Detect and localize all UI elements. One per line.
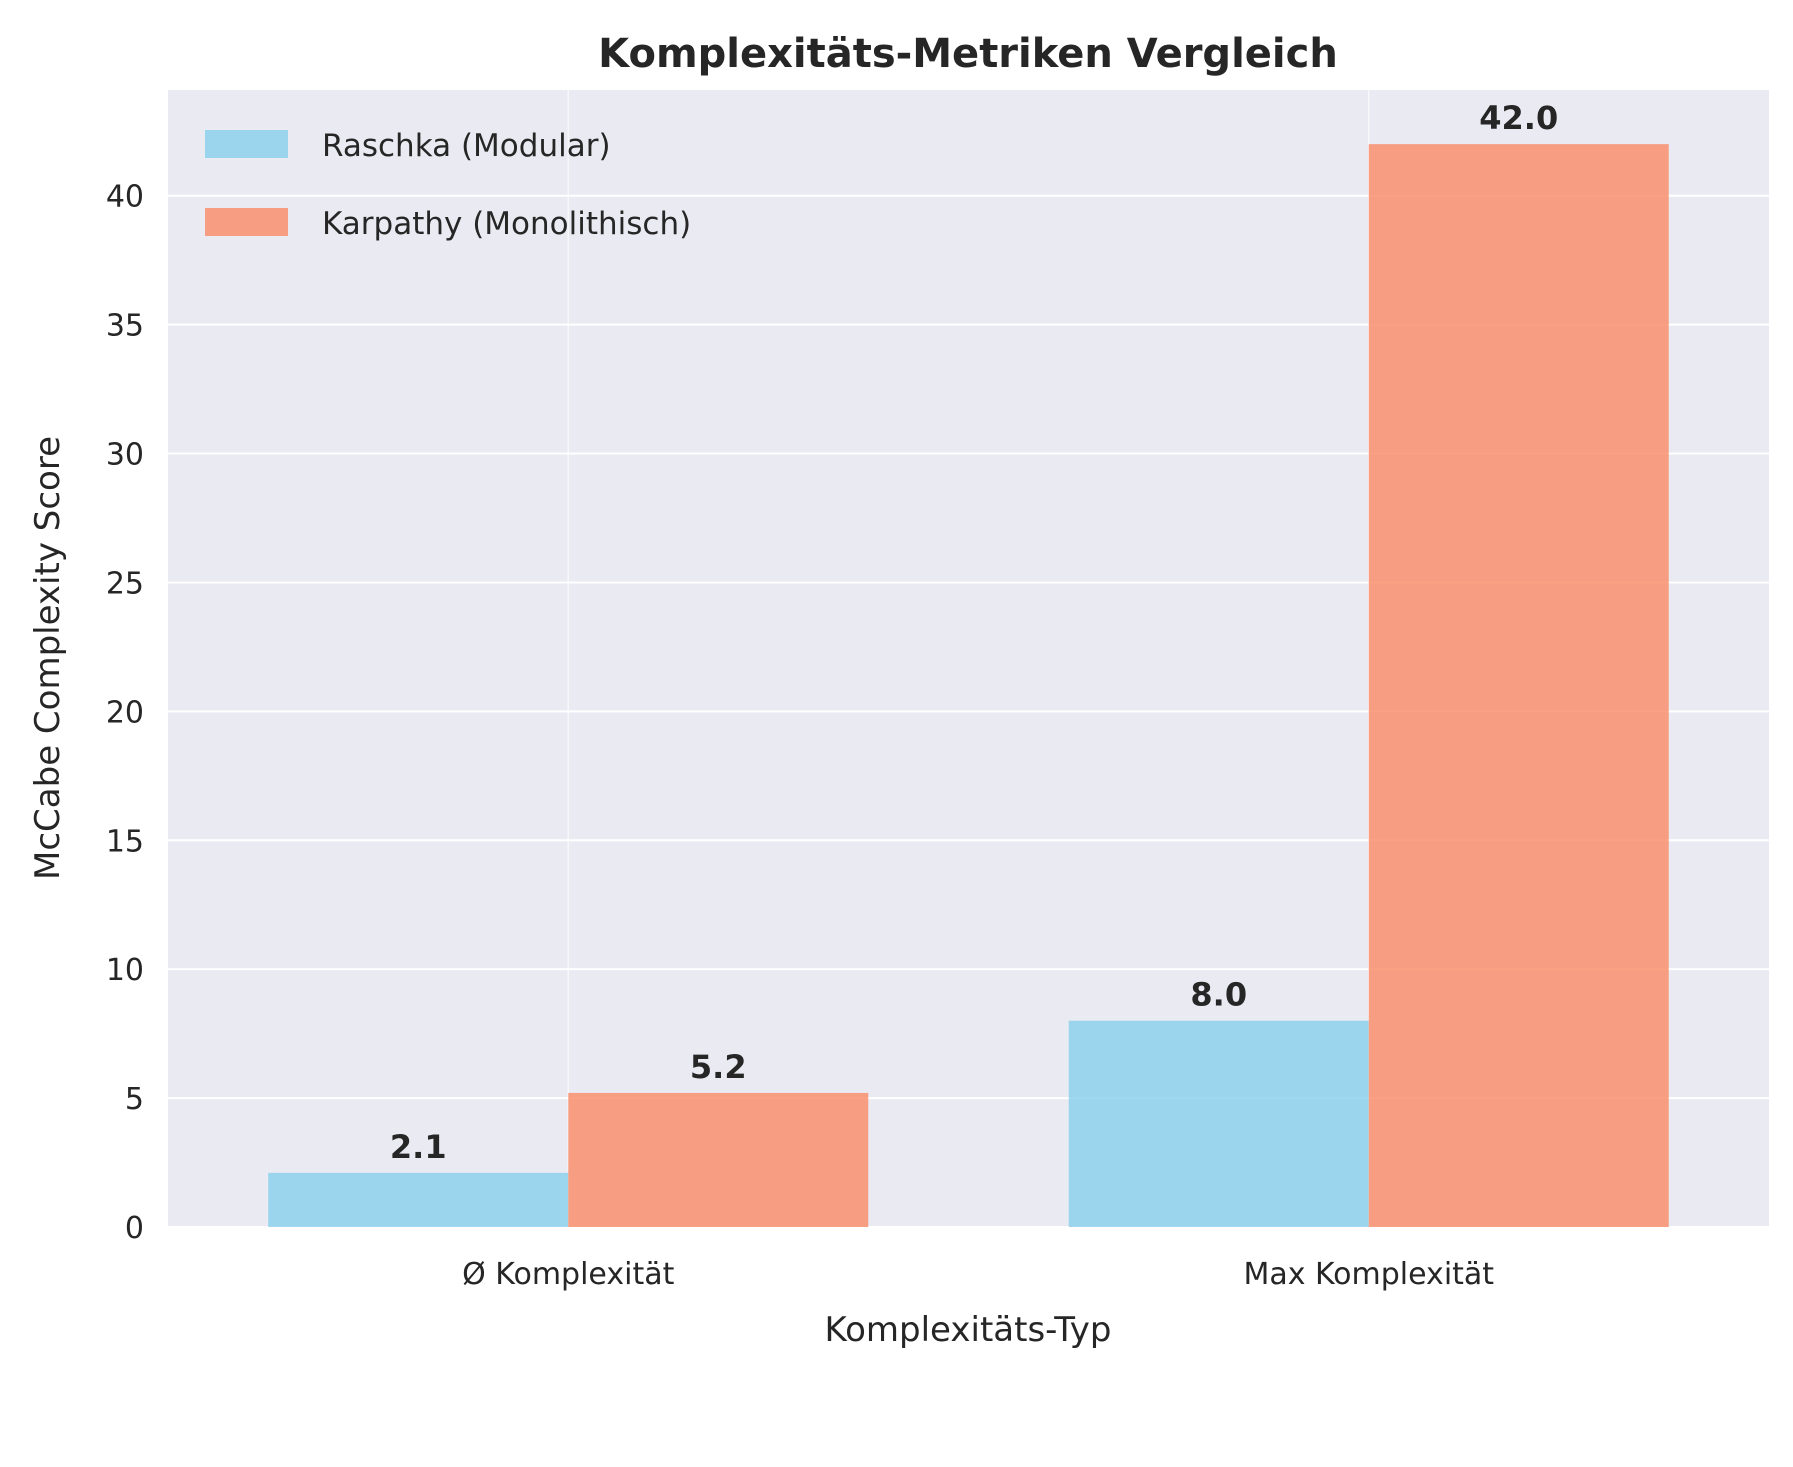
y-tick-label-1: 5 bbox=[125, 1082, 144, 1117]
x-axis-label: Komplexitäts-Typ bbox=[825, 1310, 1112, 1350]
bar-0-0 bbox=[268, 1172, 569, 1227]
legend: Raschka (Modular) Karpathy (Monolithisch) bbox=[205, 128, 691, 242]
value-label-1-1: 42.0 bbox=[1479, 99, 1558, 137]
legend-swatch-1 bbox=[205, 208, 288, 236]
y-tick-label-7: 35 bbox=[106, 309, 144, 344]
y-tick-label-8: 40 bbox=[106, 180, 144, 215]
legend-label-0: Raschka (Modular) bbox=[322, 128, 611, 164]
bars bbox=[268, 144, 1669, 1228]
x-tick-label-0: Ø Komplexität bbox=[462, 1257, 674, 1292]
value-label-1-0: 5.2 bbox=[690, 1048, 747, 1086]
y-tick-label-0: 0 bbox=[125, 1211, 144, 1246]
value-label-0-1: 8.0 bbox=[1190, 976, 1247, 1014]
y-axis-ticks: 0 5 10 15 20 25 30 35 40 bbox=[106, 180, 144, 1246]
value-labels: 2.1 8.0 5.2 42.0 bbox=[390, 99, 1558, 1166]
chart-title: Komplexitäts-Metriken Vergleich bbox=[598, 31, 1338, 77]
y-tick-label-3: 15 bbox=[106, 824, 144, 859]
y-tick-label-2: 10 bbox=[106, 953, 144, 988]
legend-label-1: Karpathy (Monolithisch) bbox=[322, 206, 691, 242]
value-label-0-0: 2.1 bbox=[390, 1128, 447, 1166]
x-tick-label-1: Max Komplexität bbox=[1243, 1257, 1494, 1292]
x-axis-ticks: Ø Komplexität Max Komplexität bbox=[462, 1257, 1494, 1292]
y-tick-label-4: 20 bbox=[106, 695, 144, 730]
bar-1-0 bbox=[568, 1092, 869, 1227]
y-tick-label-5: 25 bbox=[106, 566, 144, 601]
bar-1-1 bbox=[1368, 144, 1669, 1228]
bar-0-1 bbox=[1068, 1020, 1369, 1227]
y-tick-label-6: 30 bbox=[106, 438, 144, 473]
legend-swatch-0 bbox=[205, 130, 288, 158]
y-axis-label: McCabe Complexity Score bbox=[28, 436, 68, 880]
